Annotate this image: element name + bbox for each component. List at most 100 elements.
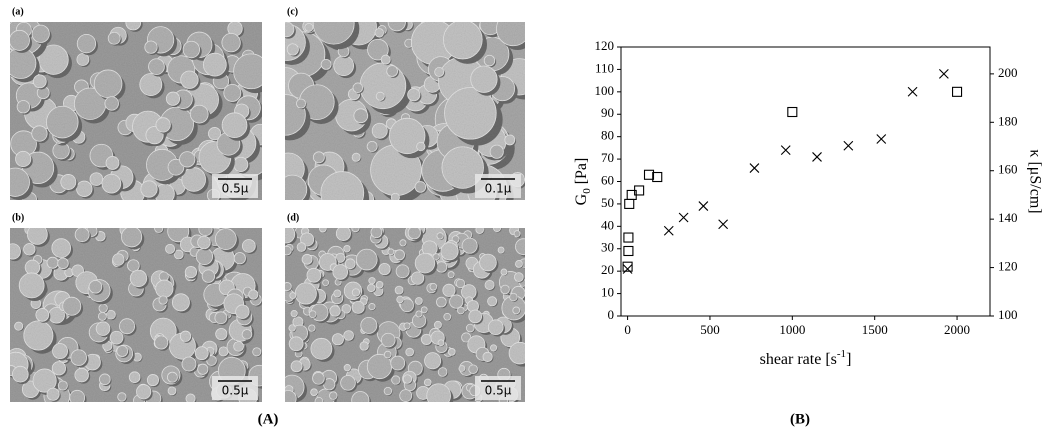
panel-letter: (b): [12, 212, 24, 223]
droplet: [490, 345, 496, 351]
y-tick-label: 70: [601, 150, 614, 165]
cross-point: [813, 152, 822, 161]
droplet: [198, 236, 211, 249]
droplet: [421, 307, 427, 313]
droplet: [469, 310, 482, 323]
droplet: [126, 15, 141, 30]
y2-tick-label: 140: [998, 210, 1018, 225]
droplet: [280, 390, 296, 406]
droplet: [360, 342, 368, 350]
droplet: [108, 32, 120, 44]
droplet: [476, 226, 484, 234]
droplet: [484, 55, 495, 66]
droplet: [277, 225, 295, 243]
droplet: [352, 301, 364, 313]
droplet: [279, 22, 294, 37]
droplet: [408, 89, 420, 101]
droplet: [514, 273, 523, 282]
droplet: [156, 280, 173, 297]
droplet: [329, 392, 337, 400]
droplet: [106, 156, 119, 169]
droplet: [376, 92, 384, 100]
droplet: [242, 239, 255, 252]
droplet: [352, 392, 369, 409]
droplet: [180, 331, 190, 341]
droplet: [94, 70, 122, 98]
droplet: [345, 259, 355, 269]
plot-frame: [621, 47, 990, 316]
droplet: [424, 379, 431, 386]
droplet: [289, 337, 303, 351]
droplet: [110, 331, 123, 344]
droplet: [515, 260, 522, 267]
cross-point: [623, 265, 632, 274]
y-label-unit: [Pa]: [573, 158, 590, 185]
droplet: [99, 374, 110, 385]
droplet: [249, 290, 258, 299]
y2-tick-label: 160: [998, 162, 1018, 177]
droplet: [313, 372, 325, 384]
droplet: [159, 296, 167, 304]
droplet: [27, 224, 47, 244]
droplet: [315, 397, 323, 405]
droplet: [395, 286, 403, 294]
droplet: [172, 294, 189, 311]
droplet: [416, 311, 422, 317]
droplet: [309, 311, 316, 318]
droplet: [437, 233, 443, 239]
droplet: [513, 307, 520, 314]
micrographs: (a)0.5μ(c)0.1μ(b)0.5μ(d)0.5μ: [1, 3, 542, 412]
droplet: [190, 105, 208, 123]
y2-tick-label: 100: [998, 307, 1018, 322]
x-tick-label: 0: [624, 322, 631, 337]
droplet: [425, 353, 441, 369]
droplet: [466, 324, 474, 332]
droplet: [58, 381, 67, 390]
micrograph: (b)0.5μ: [3, 212, 272, 412]
droplet: [430, 283, 437, 290]
droplet: [149, 59, 165, 75]
droplet: [411, 272, 423, 284]
droplet: [297, 243, 306, 252]
y-tick-label: 50: [601, 195, 614, 210]
y-tick-label: 0: [608, 307, 615, 322]
y-tick-label: 20: [601, 262, 614, 277]
droplet: [501, 285, 510, 294]
square-point: [645, 170, 654, 179]
droplet: [371, 227, 382, 238]
droplet: [36, 308, 49, 321]
droplet: [443, 20, 482, 59]
droplet: [291, 361, 302, 372]
droplet: [397, 296, 404, 303]
droplet: [457, 307, 464, 314]
droplet: [384, 387, 392, 395]
droplet: [52, 362, 65, 375]
x-label-end: ]: [846, 351, 851, 368]
droplet: [70, 390, 85, 405]
droplet: [77, 53, 89, 65]
droplet: [117, 346, 128, 357]
droplet: [379, 263, 390, 274]
droplet: [96, 322, 110, 336]
droplet: [75, 228, 89, 242]
droplet: [480, 254, 497, 271]
droplet: [387, 66, 398, 77]
droplet: [24, 244, 36, 256]
scale-label: 0.1μ: [485, 182, 512, 196]
droplet: [99, 304, 107, 312]
droplet: [333, 265, 348, 280]
square-point: [624, 233, 633, 242]
y-label-sub: 0: [581, 188, 593, 194]
cross-point: [844, 141, 853, 150]
droplet: [415, 297, 422, 304]
droplet: [367, 141, 377, 151]
droplet: [471, 66, 497, 92]
droplet: [360, 63, 406, 109]
droplet: [203, 53, 226, 76]
droplet: [344, 331, 354, 341]
droplet: [403, 375, 412, 384]
y-axis-label: G0[Pa]: [573, 158, 593, 206]
droplet: [352, 153, 360, 161]
droplet: [332, 334, 343, 345]
droplet: [61, 174, 76, 189]
